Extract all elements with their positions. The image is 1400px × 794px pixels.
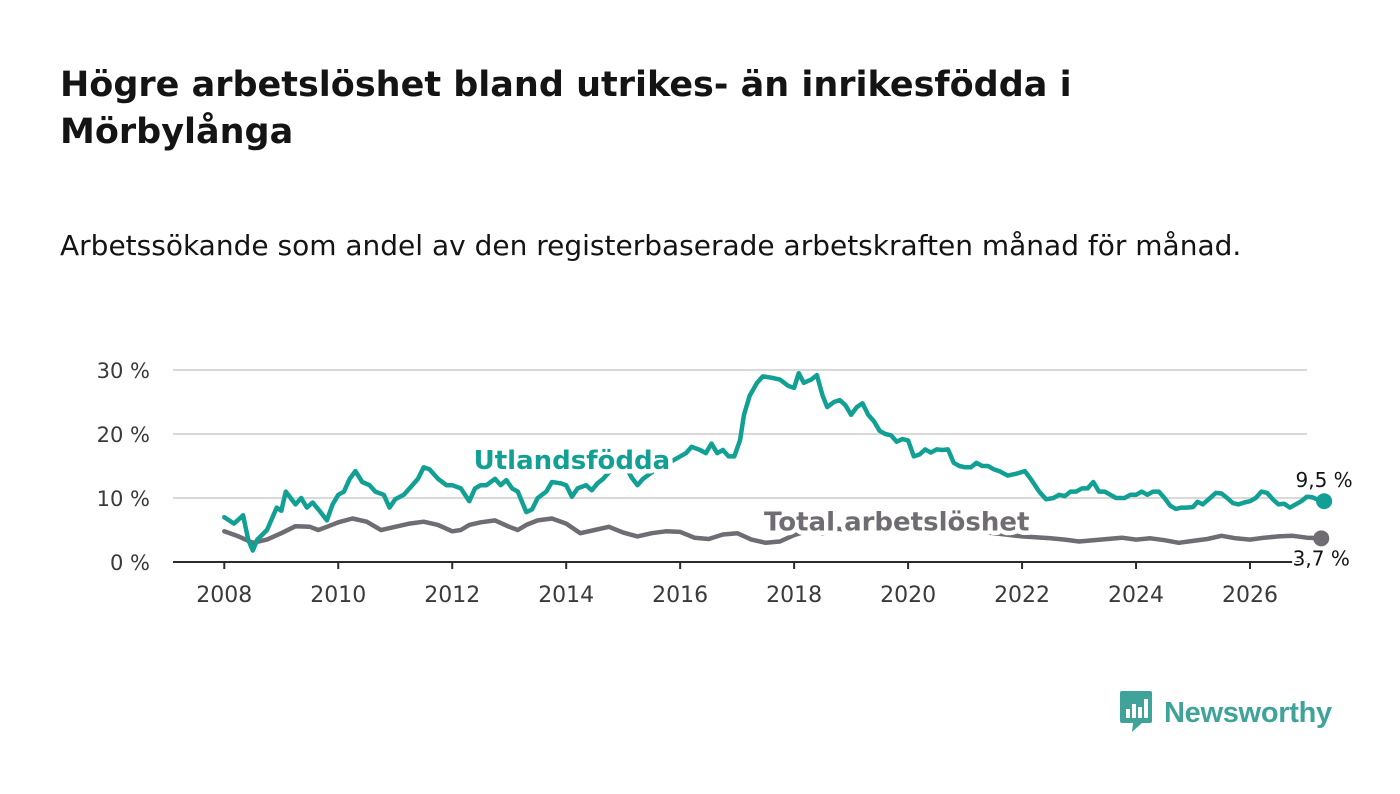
- x-tick-label-2024: 2024: [1108, 583, 1164, 608]
- end-marker-total-arbetslöshet: [1313, 530, 1330, 547]
- end-marker-utlandsfödda: [1316, 493, 1333, 510]
- x-tick-label-2022: 2022: [994, 583, 1050, 608]
- x-tick-label-2008: 2008: [196, 583, 252, 608]
- newsworthy-logo: Newsworthy: [1118, 689, 1332, 737]
- series-label-total-arbetslöshet: Total arbetslöshet: [764, 508, 1029, 538]
- x-tick-label-2026: 2026: [1222, 583, 1278, 608]
- series-line-utlandsfödda: [222, 370, 1327, 553]
- x-tick-label-2016: 2016: [652, 583, 708, 608]
- end-value-label-total-arbetslöshet: 3,7 %: [1293, 546, 1350, 570]
- y-axis-tick-labels: 0 % 10 % 20 % 30 %: [97, 359, 150, 575]
- y-tick-label-10: 10 %: [97, 487, 150, 511]
- x-tick-label-2018: 2018: [766, 583, 822, 608]
- series-line-total-arbetslöshet: [222, 516, 1324, 546]
- series-lines: [222, 370, 1327, 553]
- y-tick-label-30: 30 %: [97, 359, 150, 383]
- y-tick-label-20: 20 %: [97, 423, 150, 447]
- x-tick-label-2012: 2012: [424, 583, 480, 608]
- line-chart: 0 % 10 % 20 % 30 % 2008 2010 2012 2014 2016 2018…: [97, 359, 1355, 608]
- series-end-markers: 9,5 % 3,7 %: [1291, 466, 1355, 572]
- y-tick-label-0: 0 %: [110, 551, 150, 575]
- series-labels: Utlandsfödda Total arbetslöshet: [469, 442, 1034, 542]
- end-value-label-utlandsfödda: 9,5 %: [1296, 468, 1353, 492]
- series-label-utlandsfödda: Utlandsfödda: [474, 446, 671, 476]
- brand-name: Newsworthy: [1164, 696, 1332, 729]
- bar-chart-speech-bubble-icon: [1118, 689, 1154, 737]
- x-axis: 2008 2010 2012 2014 2016 2018 2020 2022 2024 2026: [173, 561, 1307, 608]
- chart-title: Högre arbetslöshet bland utrikes- än inr…: [60, 65, 1072, 152]
- x-tick-label-2014: 2014: [538, 583, 594, 608]
- x-tick-label-2010: 2010: [310, 583, 366, 608]
- chart-subtitle: Arbetssökande som andel av den registerb…: [60, 229, 1242, 262]
- x-tick-label-2020: 2020: [880, 583, 936, 608]
